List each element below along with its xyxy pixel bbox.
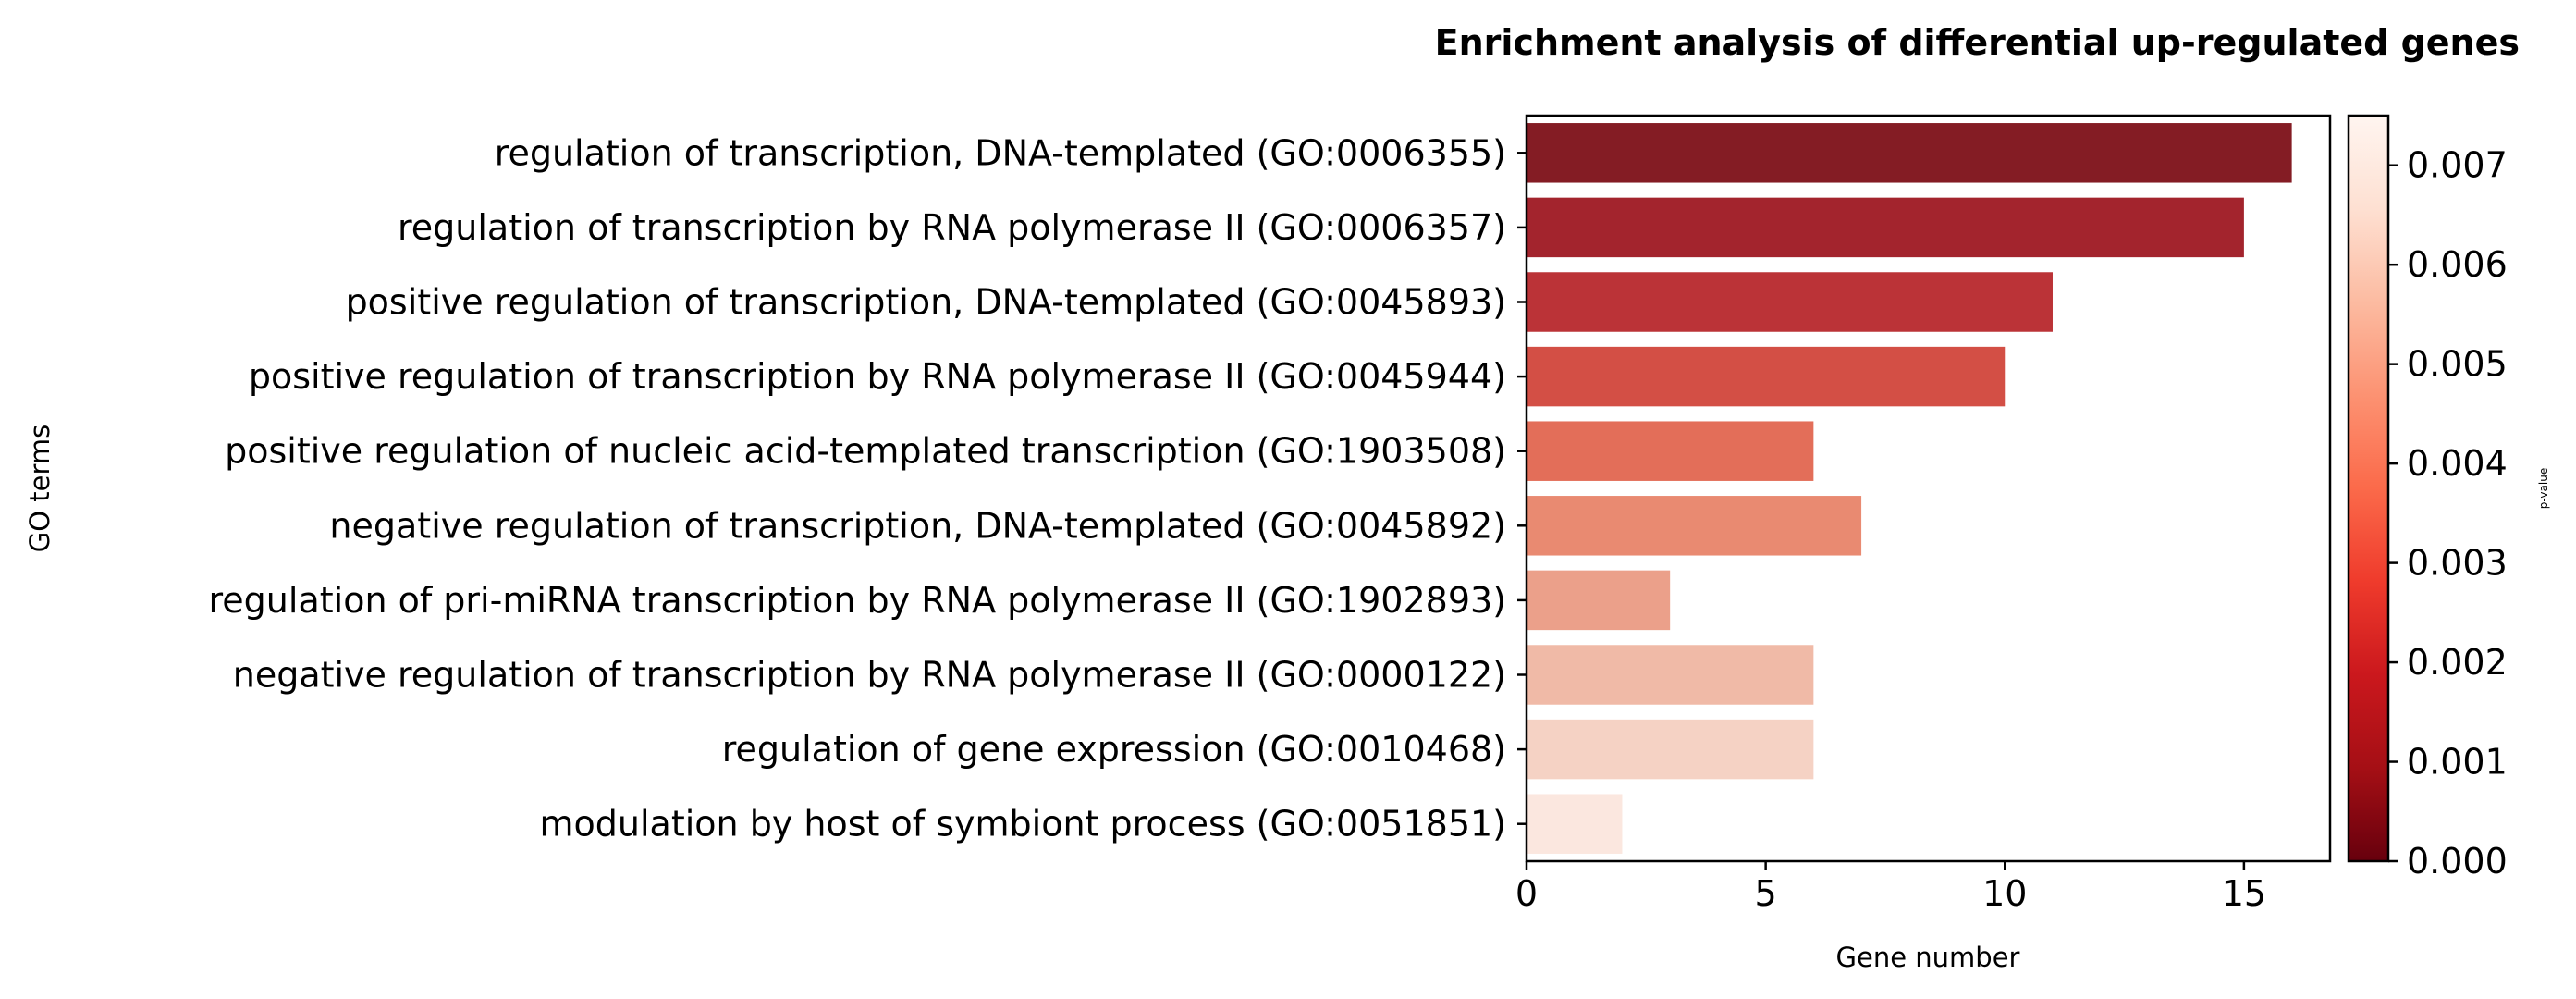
y-tick-label: negative regulation of transcription, DN… — [329, 505, 1506, 546]
y-tick-label: regulation of transcription by RNA polym… — [398, 207, 1506, 248]
x-tick-label: 0 — [1515, 873, 1538, 914]
bar — [1527, 645, 1814, 705]
y-tick-label: regulation of gene expression (GO:001046… — [722, 729, 1506, 770]
x-tick-label: 10 — [1982, 873, 2027, 914]
x-axis-label: Gene number — [1836, 942, 2020, 973]
bar — [1527, 123, 2292, 183]
bar — [1527, 421, 1814, 481]
colorbar-tick-label: 0.000 — [2407, 841, 2508, 882]
colorbar-tick-label: 0.006 — [2407, 244, 2508, 285]
colorbar — [2347, 114, 2390, 863]
x-tick-label: 5 — [1755, 873, 1777, 914]
bar — [1527, 197, 2244, 258]
bar — [1527, 346, 2006, 407]
chart-title: Enrichment analysis of differential up-r… — [1435, 22, 2520, 63]
y-tick-label: regulation of transcription, DNA-templat… — [495, 132, 1506, 173]
y-tick-label: positive regulation of nucleic acid-temp… — [225, 431, 1506, 472]
colorbar-tick-label: 0.005 — [2407, 344, 2508, 385]
y-tick-label: regulation of pri-miRNA transcription by… — [209, 580, 1506, 621]
y-tick-label: positive regulation of transcription, DN… — [346, 282, 1506, 323]
colorbar-tick-label: 0.003 — [2407, 543, 2508, 584]
colorbar-tick-label: 0.002 — [2407, 642, 2508, 683]
bar — [1527, 496, 1862, 556]
y-tick-label: negative regulation of transcription by … — [233, 655, 1506, 696]
colorbar-label: p-value — [2537, 468, 2550, 509]
x-tick-label: 15 — [2222, 873, 2266, 914]
bar — [1527, 272, 2053, 332]
bar — [1527, 719, 1814, 780]
colorbar-tick-label: 0.001 — [2407, 742, 2508, 783]
y-tick-label: modulation by host of symbiont process (… — [540, 804, 1506, 845]
bar — [1527, 794, 1623, 854]
plot-frame — [1525, 114, 2332, 863]
colorbar-tick-label: 0.007 — [2407, 145, 2508, 186]
y-axis-label: GO terms — [24, 425, 55, 553]
bar — [1527, 570, 1671, 631]
colorbar-tick-label: 0.004 — [2407, 443, 2508, 484]
y-tick-label: positive regulation of transcription by … — [249, 356, 1506, 397]
